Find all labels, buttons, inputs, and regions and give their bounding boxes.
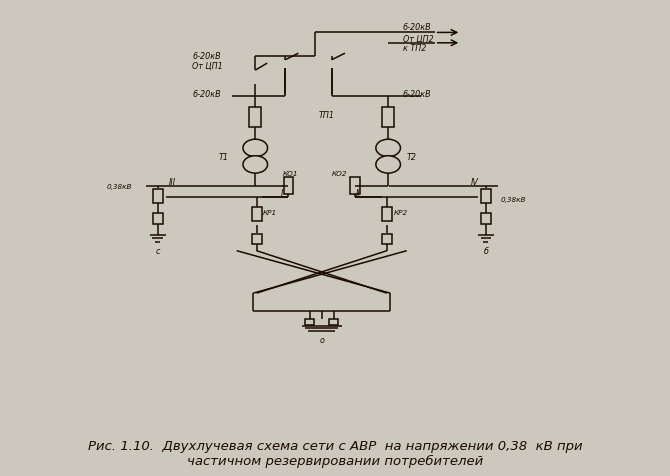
Text: КР2: КР2	[393, 209, 407, 215]
Text: 6-20кВ: 6-20кВ	[192, 51, 221, 60]
Text: 0,38кВ: 0,38кВ	[107, 183, 133, 189]
Text: Т2: Т2	[407, 152, 417, 161]
Circle shape	[376, 140, 401, 157]
Bar	[350, 178, 360, 195]
Text: б: б	[483, 247, 488, 256]
Text: I: I	[281, 189, 283, 198]
Bar	[153, 189, 163, 204]
Text: 6-20кВ: 6-20кВ	[403, 90, 431, 99]
Bar	[252, 208, 261, 221]
Circle shape	[376, 157, 401, 174]
Text: 6-20кВ: 6-20кВ	[403, 23, 431, 32]
Circle shape	[243, 157, 267, 174]
Bar	[382, 108, 394, 128]
Text: 0,38кВ: 0,38кВ	[501, 197, 527, 202]
Circle shape	[243, 140, 267, 157]
Bar	[306, 319, 314, 326]
Bar	[481, 214, 491, 224]
Bar	[249, 108, 261, 128]
Bar	[153, 214, 163, 224]
Text: КО1: КО1	[283, 171, 299, 177]
Text: II: II	[356, 189, 360, 198]
Text: Рис. 1.10.  Двухлучевая схема сети с АВР  на напряжении 0,38  кВ при
частичном р: Рис. 1.10. Двухлучевая схема сети с АВР …	[88, 439, 582, 467]
Bar	[382, 234, 392, 245]
Text: КР1: КР1	[263, 209, 277, 215]
Bar	[283, 178, 293, 195]
Text: От ЦП2: От ЦП2	[403, 34, 433, 43]
Text: КО2: КО2	[332, 171, 347, 177]
Text: 6-20кВ: 6-20кВ	[192, 90, 221, 99]
Text: От ЦП1: От ЦП1	[192, 62, 223, 71]
Text: IV: IV	[471, 178, 479, 187]
Text: ТП1: ТП1	[318, 111, 334, 120]
Bar	[382, 208, 392, 221]
Bar	[252, 234, 261, 245]
Text: Т1: Т1	[218, 152, 228, 161]
Text: к ТП2: к ТП2	[403, 44, 426, 53]
Bar	[330, 319, 338, 326]
Text: о: о	[320, 335, 324, 344]
Text: III: III	[169, 178, 176, 187]
Bar	[481, 189, 491, 204]
Text: c: c	[155, 247, 159, 256]
